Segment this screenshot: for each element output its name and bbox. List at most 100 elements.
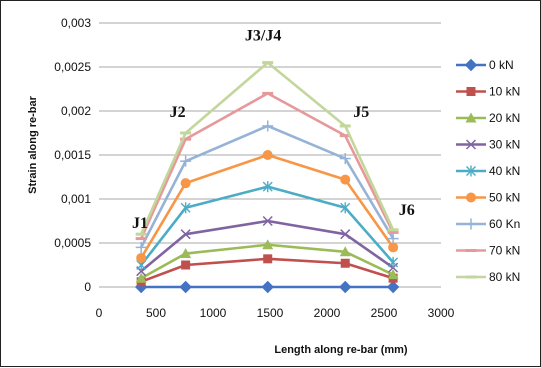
series-lines [134,61,400,294]
x-axis-title: Length along re-bar (mm) [274,344,408,356]
data-point-marker [388,242,399,253]
y-axis-title: Strain along re-bar [27,95,39,194]
data-point-marker [340,229,351,240]
data-point-marker [465,112,477,123]
legend-label: 60 Kn [489,217,520,231]
data-point-marker [261,280,274,294]
legend-label: 70 kN [489,244,520,258]
joint-label: J2 [170,104,186,121]
joint-label: J5 [353,104,369,121]
data-point-marker [135,237,147,241]
data-point-marker [135,272,147,283]
series-50-kn [136,150,399,263]
legend: 0 kN 10 kN 20 kN 30 kN 40 kN 50 kN 60 Kn 70 kN 8… [456,58,520,284]
data-point-marker [465,218,477,230]
x-tick-label: 500 [146,306,166,320]
data-point-marker [262,120,274,132]
series-20-kn [135,239,399,283]
data-point-marker [464,58,478,72]
series-line [140,185,395,266]
series-0-kn [134,280,400,294]
legend-label: 20 kN [489,111,520,125]
data-point-marker [387,269,399,280]
data-point-marker [339,280,352,294]
data-point-marker [180,178,191,189]
x-tick-label: 2500 [371,306,398,320]
data-point-marker [263,254,273,264]
legend-label: 30 kN [489,138,520,152]
data-point-marker [340,202,351,214]
data-point-marker [339,153,351,165]
data-point-marker [388,256,399,268]
y-tick-label: 0,002 [61,104,91,118]
x-tick-label: 1500 [257,306,284,320]
joint-label: J3/J4 [245,28,281,45]
data-point-marker [339,124,351,128]
joint-label: J1 [132,215,148,232]
legend-entry: 70 kN [456,244,520,258]
data-point-marker [136,252,147,263]
data-point-marker [262,215,273,227]
data-point-marker [262,61,274,65]
data-point-marker [465,249,477,252]
data-point-marker [465,275,477,279]
legend-label: 40 kN [489,164,520,178]
data-point-marker [465,139,477,150]
y-tick-label: 0,001 [61,192,91,206]
legend-label: 10 kN [489,85,520,99]
series-70-kn [135,91,399,241]
y-tick-label: 0 [84,280,91,294]
marker-stroke [262,215,273,227]
data-point-marker [339,134,351,138]
data-point-marker [180,248,192,259]
legend-entry: 10 kN [456,85,520,99]
x-tick-label: 2000 [314,306,341,320]
legend-entry: 20 kN [456,111,520,125]
joint-annotations: J1 J2 J3/J4 J5 J6 [132,28,415,232]
x-tick-label: 1000 [200,306,227,320]
data-point-marker [340,174,351,185]
legend-label: 50 kN [489,191,520,205]
legend-label: 80 kN [489,270,520,284]
data-point-marker [180,229,191,240]
data-point-marker [466,192,476,203]
data-point-marker [387,233,399,245]
data-point-marker [466,87,476,96]
data-point-marker [135,232,147,236]
data-point-marker [180,202,191,214]
marker-stroke [340,229,351,240]
legend-entry: 50 kN [456,191,520,205]
data-point-marker [262,150,273,160]
joint-label: J6 [399,202,415,219]
data-point-marker [340,258,350,268]
data-point-marker [387,228,399,232]
data-point-marker [386,280,400,294]
y-tick-label: 0,0005 [54,236,91,250]
marker-stroke [180,229,191,240]
y-tick-label: 0,0015 [54,148,91,162]
data-point-marker [262,181,273,193]
data-point-marker [180,137,192,141]
data-point-marker [135,241,147,253]
data-point-marker [181,260,191,270]
legend-label: 0 kN [489,58,514,72]
data-point-marker [180,155,192,167]
legend-entry: 30 kN [456,138,520,152]
series-60-kn [135,120,399,253]
legend-entry: 60 Kn [456,217,520,231]
x-tick-label: 0 [96,306,103,320]
series-40-kn [136,181,399,271]
axes: 0 0,0005 0,001 0,0015 0,002 0,0025 0,003 0 500 10… [54,16,454,320]
series-line [139,61,395,235]
data-point-marker [466,165,476,177]
legend-entry: 0 kN [456,58,514,72]
legend-entry: 40 kN [456,164,520,178]
data-point-marker [179,280,192,294]
y-tick-label: 0,003 [61,16,91,30]
series-80-kn [135,61,399,236]
data-point-marker [262,91,274,95]
legend-entry: 80 kN [456,270,520,284]
marker-stroke [465,139,477,150]
